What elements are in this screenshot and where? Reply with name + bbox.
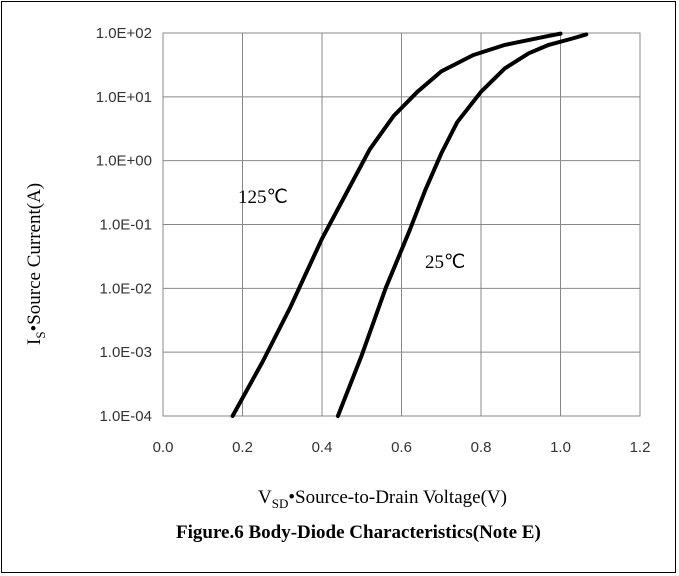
y-axis-label: IS•Source Current(A) <box>24 183 48 345</box>
y-tick-label: 1.0E-01 <box>99 217 152 234</box>
y-axis-label-sub: S <box>33 331 48 338</box>
y-axis-label-rest: •Source Current(A) <box>24 183 45 332</box>
y-tick-label: 1.0E+02 <box>96 25 152 42</box>
y-tick-label: 1.0E-03 <box>99 344 152 361</box>
figure-caption: Figure.6 Body-Diode Characteristics(Note… <box>176 522 541 543</box>
x-tick-label: 0.8 <box>471 439 492 456</box>
x-tick-label: 0.6 <box>391 439 412 456</box>
x-tick-label: 0.0 <box>153 439 174 456</box>
x-axis-label-rest: •Source-to-Drain Voltage(V) <box>288 487 507 508</box>
series-125c-line <box>230 31 563 418</box>
x-tick-label: 1.0 <box>550 439 571 456</box>
x-tick-label: 1.2 <box>630 439 651 456</box>
series-25c-line <box>335 32 589 418</box>
y-axis-label-main: I <box>24 339 45 345</box>
curve-label-125c: 125℃ <box>238 187 288 208</box>
x-axis-label-main: V <box>258 487 272 508</box>
x-axis-label-sub: SD <box>272 496 289 511</box>
y-tick-label: 1.0E-02 <box>99 280 152 297</box>
curve-label-25c: 25℃ <box>425 252 465 273</box>
x-tick-label: 0.4 <box>312 439 333 456</box>
x-axis-label: VSD•Source-to-Drain Voltage(V) <box>258 487 507 511</box>
y-tick-label: 1.0E+01 <box>96 89 152 106</box>
y-tick-label: 1.0E-04 <box>99 408 152 425</box>
x-tick-label: 0.2 <box>232 439 253 456</box>
y-tick-label: 1.0E+00 <box>96 153 152 170</box>
